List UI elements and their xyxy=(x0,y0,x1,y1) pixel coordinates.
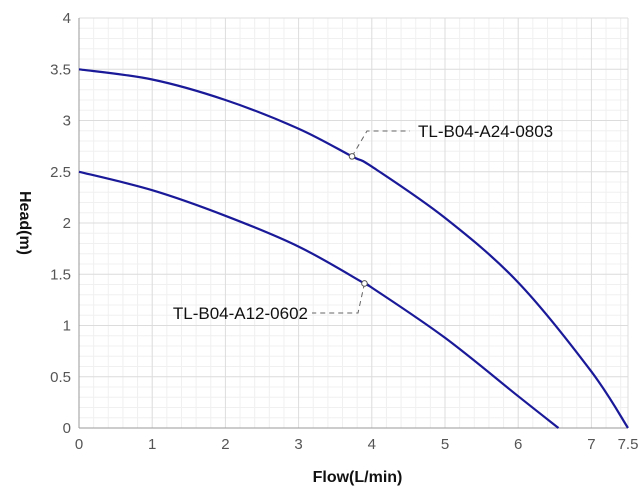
annotation-label-2: TL-B04-A12-0602 xyxy=(173,304,308,323)
y-tick-label: 3 xyxy=(63,113,71,130)
y-tick-label: 2 xyxy=(63,215,71,232)
x-tick-label: 5 xyxy=(441,436,449,453)
annotation-label-1: TL-B04-A24-0803 xyxy=(418,122,553,141)
series-line-1 xyxy=(78,68,629,429)
x-tick-label: 2 xyxy=(221,436,229,453)
x-tick-label: 1 xyxy=(148,436,156,453)
annotation-marker-1 xyxy=(348,153,356,160)
x-tick-label: 6 xyxy=(514,436,522,453)
x-tick-label: 7.5 xyxy=(618,436,639,453)
y-tick-label: 0.5 xyxy=(50,369,71,386)
annotation-leader-1 xyxy=(351,130,410,157)
y-axis-title: Head(m) xyxy=(16,191,33,255)
series-line-2 xyxy=(78,170,560,429)
x-tick-label: 3 xyxy=(294,436,302,453)
annotations: TL-B04-A24-0803 TL-B04-A12-0602 xyxy=(173,122,553,323)
grid xyxy=(78,17,629,429)
x-tick-label: 4 xyxy=(368,436,376,453)
y-tick-label: 4 xyxy=(63,10,71,27)
x-axis-title: Flow(L/min) xyxy=(313,469,403,486)
x-tick-label: 7 xyxy=(587,436,595,453)
axes: 0 0.5 1 1.5 2 2.5 3 3.5 4 0 1 2 3 4 5 6 7 7.5 xyxy=(50,10,638,453)
x-tick-label: 0 xyxy=(75,436,83,453)
y-tick-label: 1 xyxy=(63,318,71,335)
annotation-leader-2 xyxy=(312,283,365,314)
annotation-marker-2 xyxy=(361,280,368,287)
y-tick-label: 2.5 xyxy=(50,164,71,181)
y-tick-label: 3.5 xyxy=(50,61,71,78)
y-tick-label: 0 xyxy=(63,420,71,437)
y-tick-label: 1.5 xyxy=(50,266,71,283)
